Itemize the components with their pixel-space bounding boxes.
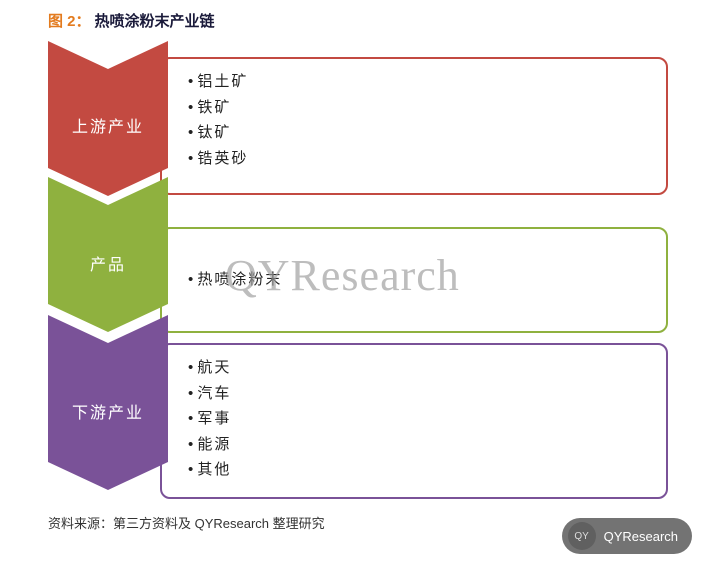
content-box: 铝土矿铁矿钛矿锆英砂 xyxy=(160,57,668,195)
list-item: 汽车 xyxy=(188,381,648,407)
figure-caption: 热喷涂粉末产业链 xyxy=(95,13,215,30)
list-item: 能源 xyxy=(188,432,648,458)
wechat-name: QYResearch xyxy=(604,529,678,544)
chevron-wrap: 上游产业 xyxy=(48,49,168,195)
figure-title: 图 2：热喷涂粉末产业链 xyxy=(0,0,712,31)
list-item: 航天 xyxy=(188,355,648,381)
wechat-badge[interactable]: QY QYResearch xyxy=(562,518,692,554)
chevron-label: 产品 xyxy=(48,251,168,275)
list-item: 锆英砂 xyxy=(188,146,648,172)
list-item: 铝土矿 xyxy=(188,69,648,95)
wechat-avatar-icon: QY xyxy=(568,522,596,550)
list-item: 热喷涂粉末 xyxy=(188,267,282,293)
list-item: 其他 xyxy=(188,457,648,483)
chevron-label: 上游产业 xyxy=(48,113,168,137)
item-list: 航天汽车军事能源其他 xyxy=(188,355,648,483)
chain-row: 上游产业铝土矿铁矿钛矿锆英砂 xyxy=(48,49,668,195)
content-box: 航天汽车军事能源其他 xyxy=(160,343,668,499)
figure-number: 图 2： xyxy=(48,13,91,30)
chevron-label: 下游产业 xyxy=(48,399,168,423)
chain-diagram: 上游产业铝土矿铁矿钛矿锆英砂产品热喷涂粉末下游产业航天汽车军事能源其他 xyxy=(48,49,668,499)
item-list: 铝土矿铁矿钛矿锆英砂 xyxy=(188,69,648,171)
chain-row: 产品热喷涂粉末 xyxy=(48,195,668,333)
chevron-wrap: 下游产业 xyxy=(48,333,168,499)
item-list: 热喷涂粉末 xyxy=(188,267,282,293)
list-item: 钛矿 xyxy=(188,120,648,146)
list-item: 军事 xyxy=(188,406,648,432)
chevron-wrap: 产品 xyxy=(48,195,168,333)
content-box: 热喷涂粉末 xyxy=(160,227,668,333)
list-item: 铁矿 xyxy=(188,95,648,121)
chain-row: 下游产业航天汽车军事能源其他 xyxy=(48,333,668,499)
